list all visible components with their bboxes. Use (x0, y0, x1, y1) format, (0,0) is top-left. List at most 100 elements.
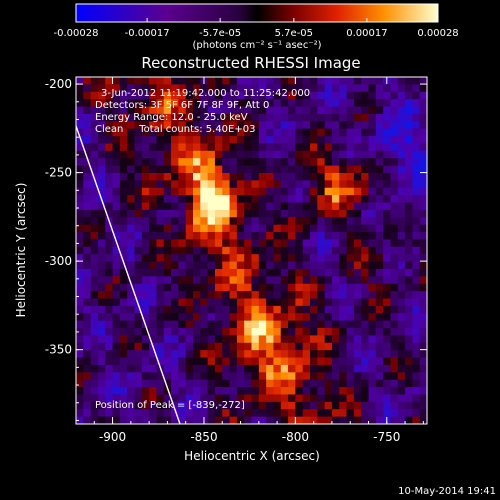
heatmap-cell (236, 364, 245, 373)
heatmap-cell (149, 254, 158, 263)
y-tick-label: -250 (45, 166, 72, 180)
heatmap-cell (141, 202, 150, 211)
heatmap-cell (127, 291, 136, 300)
heatmap-cell (156, 77, 165, 85)
heatmap-cell (214, 158, 223, 167)
heatmap-cell (288, 387, 296, 396)
heatmap-cell (266, 320, 275, 329)
heatmap-cell (214, 150, 223, 159)
heatmap-cell (83, 217, 92, 226)
heatmap-cell (244, 150, 253, 159)
heatmap-cell (324, 99, 333, 108)
heatmap-cell (236, 401, 245, 410)
heatmap-cell (214, 394, 223, 403)
heatmap-cell (156, 209, 165, 218)
info-time-range: 3-Jun-2012 11:19:42.000 to 11:25:42.000 (101, 88, 310, 99)
heatmap-cell (288, 239, 296, 248)
heatmap-cell (280, 180, 289, 189)
heatmap-cell (207, 401, 216, 410)
heatmap-cell (222, 328, 231, 336)
heatmap-cell (200, 313, 209, 322)
heatmap-cell (119, 202, 128, 211)
heatmap-cell (83, 350, 92, 359)
heatmap-cell (222, 342, 231, 351)
heatmap-cell (280, 158, 289, 167)
heatmap-cell (280, 217, 289, 226)
heatmap-cell (105, 165, 114, 174)
heatmap-cell (317, 372, 326, 381)
heatmap-cell (288, 121, 296, 130)
heatmap-cell (266, 121, 275, 130)
heatmap-cell (302, 180, 311, 189)
heatmap-cell (200, 342, 209, 351)
x-axis-label: Heliocentric X (arcsec) (184, 449, 320, 463)
heatmap-cell (90, 379, 99, 388)
heatmap-cell (149, 357, 158, 366)
heatmap-cell (397, 106, 406, 115)
heatmap-cell (156, 335, 165, 344)
heatmap-cell (273, 261, 282, 270)
heatmap-cell (193, 172, 201, 181)
heatmap-cell (310, 372, 318, 381)
heatmap-cell (90, 121, 99, 130)
heatmap-cell (412, 320, 421, 329)
heatmap-cell (324, 232, 333, 241)
heatmap-cell (288, 328, 296, 336)
heatmap-cell (419, 224, 427, 233)
heatmap-cell (200, 246, 209, 255)
heatmap-cell (390, 364, 399, 373)
heatmap-cell (368, 261, 377, 270)
heatmap-cell (76, 195, 84, 204)
heatmap-cell (76, 291, 84, 300)
heatmap-cell (222, 416, 231, 424)
heatmap-cell (200, 113, 209, 122)
heatmap-cell (295, 113, 304, 122)
heatmap-cell (368, 113, 377, 122)
heatmap-cell (405, 195, 413, 204)
heatmap-cell (419, 239, 427, 248)
heatmap-cell (273, 254, 282, 263)
heatmap-cell (390, 217, 399, 226)
heatmap-cell (222, 209, 231, 218)
heatmap-cell (127, 416, 136, 424)
heatmap-cell (288, 342, 296, 351)
heatmap-cell (119, 246, 128, 255)
heatmap-cell (171, 217, 179, 226)
heatmap-cell (244, 239, 253, 248)
heatmap-cell (390, 113, 399, 122)
heatmap-cell (295, 209, 304, 218)
heatmap-cell (163, 379, 172, 388)
heatmap-cell (149, 268, 158, 277)
heatmap-cell (112, 128, 121, 137)
heatmap-cell (295, 91, 304, 100)
heatmap-cell (361, 106, 370, 115)
heatmap-cell (76, 180, 84, 189)
heatmap-cell (193, 357, 201, 366)
heatmap-cell (251, 298, 260, 307)
heatmap-cell (331, 291, 340, 300)
heatmap-cell (178, 387, 187, 396)
heatmap-cell (368, 350, 377, 359)
heatmap-cell (112, 268, 121, 277)
heatmap-cell (258, 232, 267, 241)
heatmap-cell (361, 328, 370, 336)
heatmap-cell (163, 136, 172, 145)
heatmap-cell (127, 328, 136, 336)
heatmap-cell (375, 180, 384, 189)
heatmap-cell (229, 136, 238, 145)
heatmap-cell (273, 342, 282, 351)
heatmap-cell (244, 401, 253, 410)
heatmap-cell (258, 217, 267, 226)
heatmap-cell (405, 150, 413, 159)
heatmap-cell (134, 224, 143, 233)
heatmap-cell (251, 394, 260, 403)
heatmap-cell (207, 165, 216, 174)
heatmap-cell (76, 187, 84, 196)
heatmap-cell (214, 165, 223, 174)
heatmap-cell (331, 268, 340, 277)
heatmap-cell (119, 224, 128, 233)
heatmap-cell (397, 276, 406, 285)
heatmap-cell (405, 217, 413, 226)
heatmap-cell (236, 379, 245, 388)
heatmap-cell (412, 180, 421, 189)
